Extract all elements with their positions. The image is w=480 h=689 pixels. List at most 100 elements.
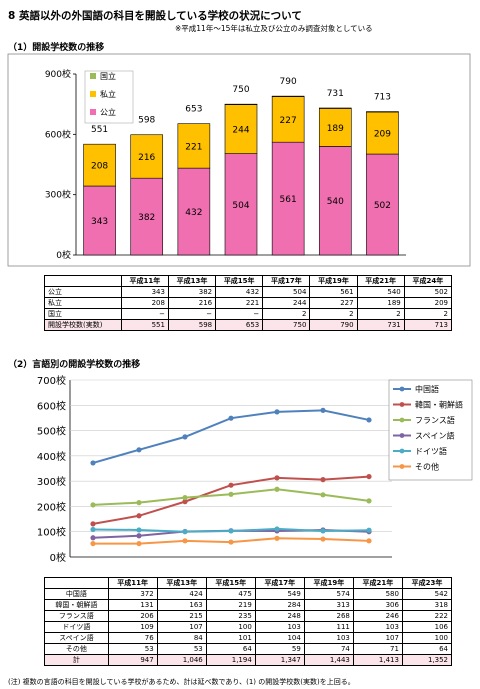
series-point: [274, 535, 280, 541]
table-cell: 101: [205, 632, 256, 644]
table-cell: 372: [107, 588, 158, 600]
table-cell: 103: [254, 621, 305, 633]
table-cell: 1,194: [205, 654, 256, 666]
legend-label: 韓国・朝鮮語: [415, 400, 463, 410]
table-cell: 163: [156, 599, 207, 611]
table-row: 中国語 372 424 475 549 574 580 542: [44, 588, 453, 600]
chart1-ytick-label: 600校: [45, 128, 71, 140]
series-point: [90, 521, 96, 527]
table-cell: 731: [356, 319, 405, 331]
table-cell: 502: [403, 286, 453, 298]
table-header-cell: 平成13年: [156, 577, 207, 589]
page-title: 8 英語以外の外国語の科目を開設している学校の状況について: [8, 10, 302, 22]
legend-label: 私立: [100, 89, 116, 99]
table-cell: 103: [352, 621, 403, 633]
bar-value-label: 227: [280, 116, 297, 126]
bar-value-label: 540: [327, 197, 344, 207]
bar-total-label: 653: [185, 105, 202, 115]
table-header-row: 平成11年 平成13年 平成15年 平成17年 平成19年 平成21年 平成24年: [44, 275, 453, 287]
table-row: 開設学校数(実数) 551 598 653 750 790 731 713: [44, 319, 453, 331]
legend-label: スペイン語: [415, 431, 454, 441]
table-row-label: フランス語: [44, 610, 109, 622]
section-title-1: （1）開設学校数の推移: [8, 43, 105, 53]
bar-value-label: 208: [91, 162, 108, 172]
table-cell: 542: [401, 588, 453, 600]
bar-segment: [366, 153, 399, 256]
bar-segment: [83, 143, 116, 187]
table-cell: 475: [205, 588, 256, 600]
series-point: [274, 409, 280, 415]
bar-total-label: 731: [327, 89, 344, 99]
legend-swatch: [90, 73, 96, 79]
legend-marker: [399, 464, 405, 469]
series-point: [90, 460, 96, 466]
table-header-cell: [44, 577, 109, 589]
bar-value-label: 432: [185, 208, 202, 218]
legend-label: 国立: [100, 71, 116, 81]
legend-label: 公立: [100, 107, 116, 117]
table-cell: 84: [156, 632, 207, 644]
table-cell: 111: [303, 621, 354, 633]
series-point: [90, 535, 96, 541]
series-point: [320, 528, 326, 534]
series-point: [90, 502, 96, 508]
chart2-ytick-label: 400校: [37, 450, 66, 463]
legend-marker: [399, 402, 405, 407]
bar-value-label: 343: [91, 217, 108, 227]
series-point: [90, 540, 96, 547]
table-row: フランス語 206 215 235 248 268 246 222: [44, 610, 453, 622]
table-header-cell: 平成17年: [254, 577, 305, 589]
bar-total-label: 790: [280, 77, 297, 87]
series-point: [182, 538, 188, 544]
table-row: ドイツ語 109 107 100 103 111 103 106: [44, 621, 453, 633]
table-header-cell: 平成21年: [352, 577, 403, 589]
series-line: [92, 488, 370, 506]
table-cell: 1,046: [156, 654, 207, 666]
series-point: [320, 407, 326, 413]
table-row-label: 開設学校数(実数): [44, 319, 122, 331]
table-cell: 598: [167, 319, 217, 331]
table-cell: 790: [309, 319, 358, 331]
table-cell: 107: [156, 621, 207, 633]
table-header-cell: 平成15年: [205, 577, 256, 589]
table-cell: 284: [254, 599, 305, 611]
bar-total-label: 551: [91, 125, 108, 135]
table-cell: 653: [215, 319, 264, 331]
table-cell: 1,443: [303, 654, 354, 666]
series-point: [136, 527, 142, 533]
legend-label: その他: [415, 462, 439, 472]
table-cell: 222: [401, 610, 453, 622]
table-cell: 59: [254, 643, 305, 655]
table-cell: 580: [352, 588, 403, 600]
series-point: [366, 498, 372, 504]
bar-segment: [130, 177, 164, 256]
bar-total-label: 598: [138, 116, 155, 126]
table-row-label: 韓国・朝鮮語: [44, 599, 109, 611]
table-cell: 53: [107, 643, 158, 655]
legend-label: ドイツ語: [415, 446, 447, 456]
table-cell: 109: [107, 621, 158, 633]
table-cell: 53: [156, 643, 207, 655]
table-cell: 306: [352, 599, 403, 611]
table-row: その他 53 53 64 59 74 71 64: [44, 643, 453, 655]
table-cell: 246: [352, 610, 403, 622]
table-cell: 103: [303, 632, 354, 644]
bar-segment: [177, 123, 211, 169]
bar-segment: [224, 153, 258, 256]
table-row: 韓国・朝鮮語 131 163 219 284 313 306 318: [44, 599, 453, 611]
table-cell: 219: [205, 599, 256, 611]
bar-value-label: 221: [185, 142, 202, 152]
table-cell: 106: [401, 621, 453, 633]
chart2-ytick-label: 700校: [37, 374, 66, 387]
bar-value-label: 502: [374, 201, 391, 211]
series-point: [274, 526, 280, 532]
table-school-count: 平成11年 平成13年 平成15年 平成17年 平成19年 平成21年 平成24年 公立 343…: [44, 275, 453, 331]
table-cell: 1,347: [254, 654, 305, 666]
series-point: [274, 475, 280, 481]
table-row-label: その他: [44, 643, 109, 655]
table-cell: 549: [254, 588, 305, 600]
bar-value-label: 504: [232, 201, 249, 211]
chart2-legend: [388, 379, 473, 481]
series-point: [136, 500, 142, 506]
chart1-ytick-label: 0校: [56, 249, 71, 261]
